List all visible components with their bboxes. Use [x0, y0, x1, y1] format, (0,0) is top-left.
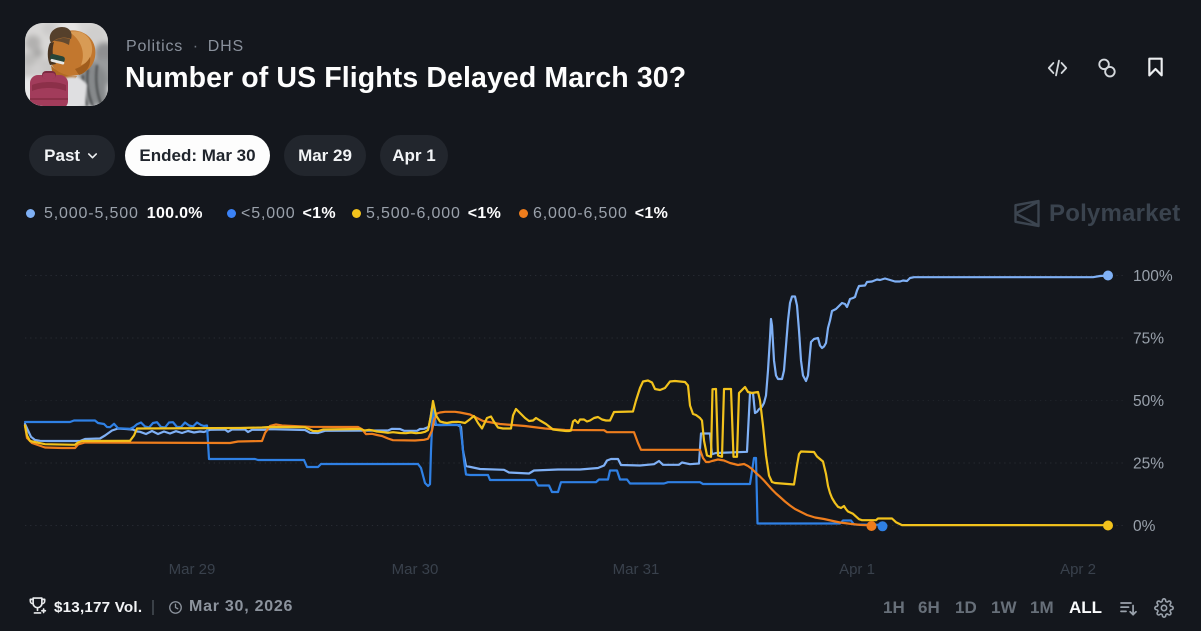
svg-text:Mar 31: Mar 31 — [613, 561, 660, 578]
svg-text:0%: 0% — [1133, 518, 1156, 535]
svg-text:Apr 2: Apr 2 — [1060, 561, 1096, 578]
svg-text:75%: 75% — [1133, 331, 1164, 348]
svg-text:100%: 100% — [1133, 268, 1173, 285]
svg-text:25%: 25% — [1133, 456, 1164, 473]
svg-text:Mar 29: Mar 29 — [169, 561, 216, 578]
svg-text:50%: 50% — [1133, 393, 1164, 410]
svg-text:Apr 1: Apr 1 — [839, 561, 875, 578]
svg-text:Mar 30: Mar 30 — [392, 561, 439, 578]
